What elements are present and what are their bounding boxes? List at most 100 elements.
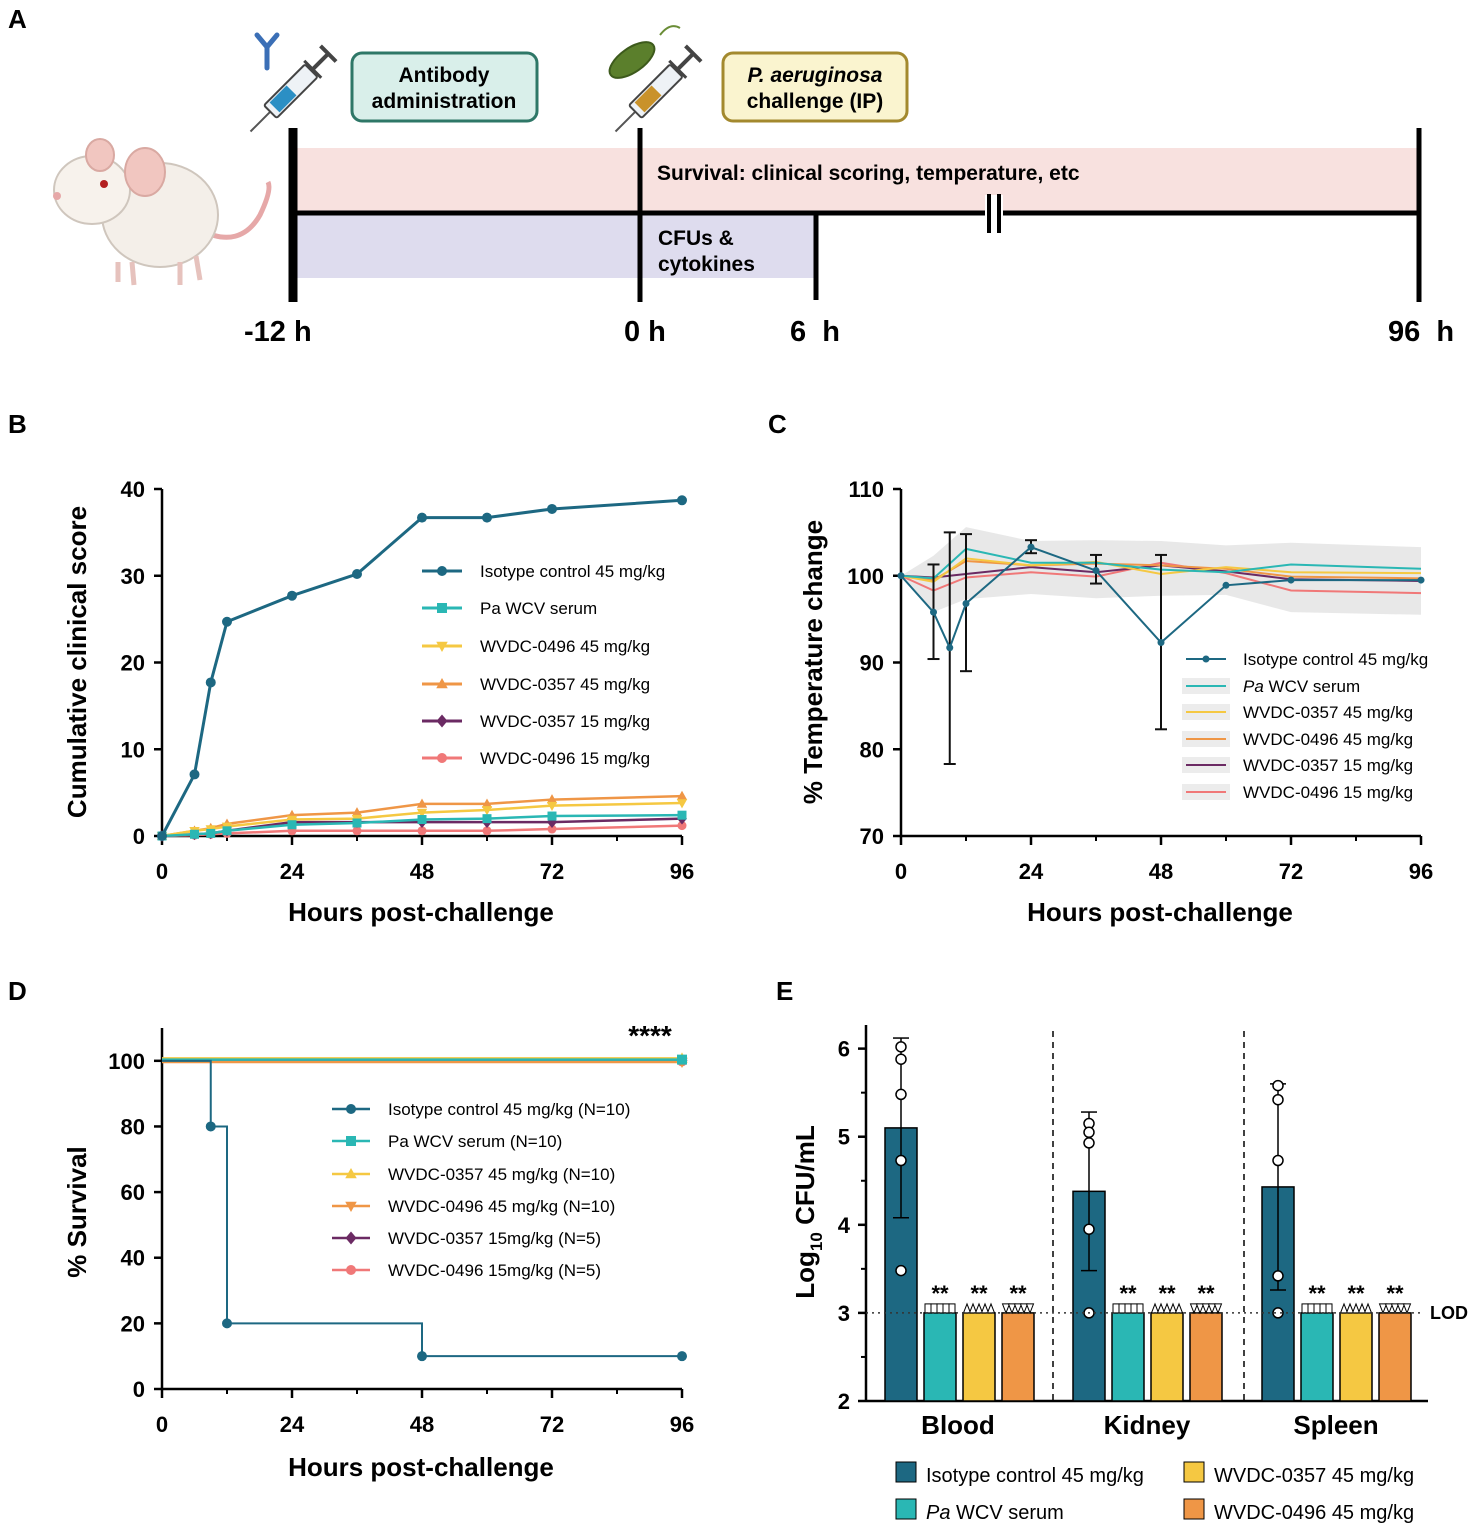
point-isotype-control-45-mg-kg <box>222 616 232 627</box>
data-point <box>1174 1302 1184 1314</box>
significance-kidney: ** <box>1158 1281 1176 1306</box>
point-pa-wcv-serum <box>190 829 199 839</box>
bar-blood-wvdc-0357-45-mg-kg <box>962 1312 996 1402</box>
significance-spleen: ** <box>1386 1281 1404 1306</box>
mouse-icon <box>53 138 272 286</box>
data-point <box>1112 1303 1120 1314</box>
legend-swatch-isotype-control-45-mg-kg <box>895 1461 917 1483</box>
point-isotype-control-45-mg-kg <box>547 503 557 514</box>
point-isotype-control-45-mg-kg-n-10 <box>222 1318 232 1329</box>
data-point <box>1384 1303 1394 1315</box>
category-blood: Blood <box>921 1410 995 1440</box>
y-tick-label: 60 <box>121 1180 145 1205</box>
legend-b-pa: Pa WCV serum <box>480 599 597 618</box>
chart-e-ylabel-main: Log <box>790 1251 820 1299</box>
x-tick-label: 0 <box>156 859 168 884</box>
y-tick-label: 0 <box>133 1377 145 1402</box>
data-point <box>1150 1302 1160 1314</box>
legend-e-pa-rest: WCV serum <box>950 1502 1063 1524</box>
timeline-label-minus12: -12 h <box>244 316 312 348</box>
point-isotype-control-45-mg-kg-n-10 <box>205 1121 216 1132</box>
data-point <box>1272 1270 1284 1282</box>
bar-group-blood-pa-wcv-serum: ** <box>923 1281 957 1402</box>
x-tick-label: 0 <box>895 859 907 884</box>
y-tick-label: 100 <box>108 1049 145 1074</box>
legend-marker-isotype-control-45-mg-kg-n-10 <box>346 1104 356 1114</box>
line-wvdc-0496-45-mg-kg <box>161 801 683 838</box>
series-isotype-control-45-mg-kg <box>897 531 1425 765</box>
bar-group-spleen-pa-wcv-serum: ** <box>1300 1281 1334 1402</box>
bar-group-spleen-isotype-control-45-mg-kg <box>1261 1079 1295 1402</box>
chart-b-xlabel: Hours post-challenge <box>288 897 554 927</box>
data-point <box>1007 1303 1017 1315</box>
cfu-text-line1: CFUs & <box>658 227 734 250</box>
data-point <box>1325 1303 1333 1314</box>
category-kidney: Kidney <box>1104 1410 1191 1440</box>
legend-d-0496-15: WVDC-0496 15mg/kg (N=5) <box>388 1261 601 1280</box>
x-tick-label: 96 <box>670 859 694 884</box>
x-tick-label: 48 <box>410 859 434 884</box>
bar-kidney-wvdc-0357-45-mg-kg <box>1150 1312 1184 1402</box>
x-tick-label: 24 <box>280 859 305 884</box>
line-isotype-control-45-mg-kg <box>900 545 1421 651</box>
chart-c: 70 80 90 100 110 0 24 48 72 96 Hours post-challen… <box>798 477 1433 927</box>
point-wvdc-0357-45-mg-kg <box>546 794 558 804</box>
point-pa-wcv-serum <box>417 815 427 825</box>
data-point <box>1363 1302 1373 1314</box>
legend-b-0496-15: WVDC-0496 15 mg/kg <box>480 749 650 768</box>
bacterium-icon <box>608 25 681 79</box>
bar-group-blood-wvdc-0496-45-mg-kg: ** <box>1001 1281 1035 1402</box>
y-tick-label: 5 <box>838 1125 850 1150</box>
point-isotype-control-45-mg-kg <box>677 495 687 506</box>
survival-band <box>296 148 1420 212</box>
data-point <box>1301 1303 1309 1314</box>
point-wvdc-0496-15-mg-kg <box>482 826 492 836</box>
survival-text: Survival: clinical scoring, temperature,… <box>657 162 1080 185</box>
significance-spleen: ** <box>1308 1281 1326 1306</box>
timeline-label-0: 0 h <box>624 316 666 348</box>
x-tick-label: 48 <box>1149 859 1173 884</box>
y-tick-label: 4 <box>838 1213 851 1238</box>
legend-swatch-wvdc-0357-45-mg-kg <box>1183 1461 1205 1483</box>
bar-group-kidney-wvdc-0496-45-mg-kg: ** <box>1189 1281 1223 1402</box>
legend-b-0496-45: WVDC-0496 45 mg/kg <box>480 637 650 656</box>
point-isotype-control-45-mg-kg <box>897 572 905 580</box>
chart-c-xlabel: Hours post-challenge <box>1027 897 1293 927</box>
point-wvdc-0357-45-mg-kg <box>481 798 493 808</box>
point-wvdc-0357-45-mg-kg <box>416 798 428 808</box>
legend-d-pa: Pa WCV serum (N=10) <box>388 1132 562 1151</box>
data-point <box>1013 1303 1023 1315</box>
y-tick-label: 40 <box>121 477 145 502</box>
x-tick-label: 96 <box>1409 859 1433 884</box>
point-wvdc-0496-45-mg-kg <box>546 801 558 812</box>
legend-swatch-pa-wcv-serum <box>895 1498 917 1520</box>
point-isotype-control-45-mg-kg <box>1092 567 1100 575</box>
chart-c-legend: Isotype control 45 mg/kg Pa WCV serum WV… <box>1182 650 1428 802</box>
panel-label-c: C <box>768 409 787 439</box>
chart-d: 0 20 40 60 80 100 0 24 48 72 96 **** Hours post-ch… <box>62 1020 694 1482</box>
data-point <box>1083 1137 1095 1149</box>
legend-marker-wvdc-0496-45-mg-kg-n-10 <box>345 1201 357 1212</box>
chart-d-xlabel: Hours post-challenge <box>288 1452 554 1482</box>
legend-marker-isotype-control-45-mg-kg <box>437 566 447 576</box>
chart-e-ylabel-sub: 10 <box>807 1232 826 1251</box>
legend-d-0357-45: WVDC-0357 45 mg/kg (N=10) <box>388 1165 615 1184</box>
chart-d-significance: **** <box>628 1020 672 1051</box>
legend-c-pa: Pa WCV serum <box>1243 677 1360 696</box>
panel-label-b: B <box>8 409 27 439</box>
legend-b-0357-45: WVDC-0357 45 mg/kg <box>480 675 650 694</box>
point-isotype-control-45-mg-kg <box>157 831 167 841</box>
legend-marker-pa-wcv-serum <box>437 603 447 613</box>
data-point <box>924 1303 932 1314</box>
chart-e-ylabel: Log10 CFU/mL <box>790 1125 826 1299</box>
x-tick-label: 24 <box>280 1412 305 1437</box>
data-point <box>1025 1303 1035 1315</box>
x-tick-label: 72 <box>540 1412 564 1437</box>
chart-e: 2 3 4 5 6 ** ** ** ** ** ** ** ** ** LOD Blood Kidne… <box>790 1025 1468 1524</box>
bar-group-kidney-wvdc-0357-45-mg-kg: ** <box>1150 1281 1184 1402</box>
point-isotype-control-45-mg-kg <box>189 769 200 780</box>
data-point <box>1083 1126 1095 1139</box>
category-spleen: Spleen <box>1293 1410 1378 1440</box>
y-tick-label: 30 <box>121 564 145 589</box>
